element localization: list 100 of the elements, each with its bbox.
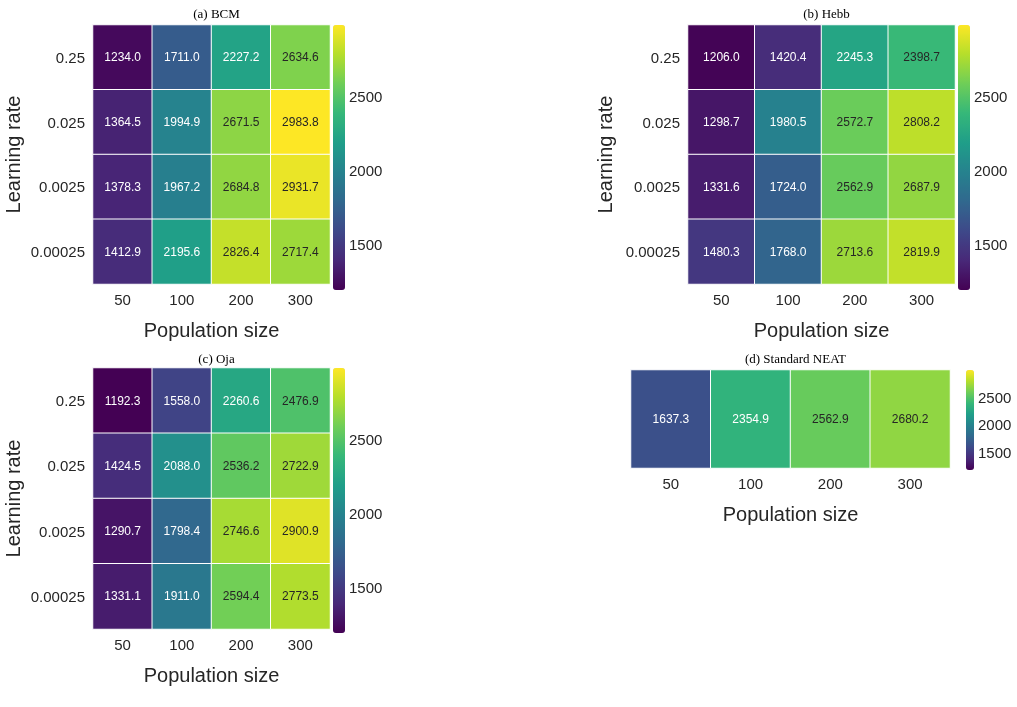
x-tick-label: 200: [228, 291, 254, 308]
x-tick-label: 100: [738, 475, 764, 492]
data-label: 2260.6: [222, 393, 260, 408]
data-label: 1724.0: [769, 179, 807, 194]
x-tick-label: 300: [287, 636, 313, 653]
data-label: 2773.5: [282, 589, 320, 604]
data-label: 1378.3: [104, 179, 142, 194]
x-tick-label: 50: [114, 291, 131, 308]
data-label: 2245.3: [836, 50, 874, 65]
chart-title: (a) BCM: [193, 6, 241, 21]
data-label: 1290.7: [104, 524, 142, 539]
color-bar-label: 2500: [349, 431, 383, 449]
y-tick-label: 0.00025: [30, 243, 85, 261]
x-tick-label: 50: [713, 291, 730, 308]
color-bar-label: 1500: [349, 235, 383, 253]
data-label: 2572.7: [836, 115, 874, 130]
data-label: 2746.6: [222, 524, 260, 539]
data-label: 1424.5: [104, 458, 142, 473]
y-tick-label: 0.0025: [39, 178, 85, 196]
chart-title: (b) Hebb: [803, 6, 850, 21]
x-tick-label: 100: [775, 291, 801, 308]
x-tick-label: 300: [897, 475, 923, 492]
data-label: 2594.4: [222, 589, 260, 604]
x-axis-title: Population size: [753, 319, 890, 341]
color-bar-label: 1500: [978, 444, 1012, 462]
data-label: 1967.2: [163, 179, 201, 194]
y-tick-label: 0.25: [650, 48, 680, 66]
data-label: 2088.0: [163, 458, 201, 473]
y-tick-label: 0.025: [642, 113, 680, 131]
x-axis-title: Population size: [143, 319, 280, 341]
color-bar-label: 2000: [349, 505, 383, 523]
x-tick-label: 50: [114, 636, 131, 653]
data-label: 1331.6: [703, 179, 741, 194]
chart-title: (d) Standard NEAT: [744, 351, 847, 366]
data-label: 1480.3: [703, 244, 741, 259]
data-label: 2634.6: [282, 50, 320, 65]
data-label: 2826.4: [222, 244, 260, 259]
y-tick-label: 0.25: [55, 48, 85, 66]
x-tick-label: 100: [169, 291, 195, 308]
data-label: 1994.9: [163, 115, 201, 130]
color-bar-label: 2500: [978, 388, 1012, 406]
data-label: 2671.5: [222, 115, 260, 130]
data-label: 1911.0: [163, 589, 201, 604]
data-label: 2562.9: [836, 179, 874, 194]
color-bar-label: 2000: [974, 162, 1008, 180]
data-label: 2900.9: [282, 524, 320, 539]
x-tick-label: 300: [909, 291, 935, 308]
data-label: 2195.6: [163, 244, 201, 259]
data-label: 2931.7: [282, 179, 320, 194]
data-label: 2227.2: [222, 50, 260, 65]
data-label: 1980.5: [769, 115, 807, 130]
data-label: 2562.9: [812, 412, 850, 426]
data-label: 1206.0: [703, 50, 741, 65]
y-tick-label: 0.025: [47, 457, 85, 475]
data-label: 1298.7: [703, 115, 741, 130]
data-label: 2819.9: [903, 244, 941, 259]
y-tick-label: 0.0025: [634, 178, 680, 196]
data-label: 1637.3: [652, 412, 690, 426]
data-label: 2680.2: [891, 412, 929, 426]
data-label: 2808.2: [903, 115, 941, 130]
data-label: 2722.9: [282, 458, 320, 473]
y-tick-label: 0.025: [47, 113, 85, 131]
x-tick-label: 300: [287, 291, 313, 308]
x-tick-label: 200: [228, 636, 254, 653]
y-tick-label: 0.00025: [625, 243, 680, 261]
y-tick-label: 0.25: [55, 392, 85, 410]
x-axis-title: Population size: [722, 503, 859, 525]
y-tick-label: 0.00025: [30, 587, 85, 605]
data-label: 2717.4: [282, 244, 320, 259]
data-label: 2476.9: [282, 393, 320, 408]
data-label: 2713.6: [836, 244, 874, 259]
data-label: 2684.8: [222, 179, 260, 194]
data-label: 1420.4: [769, 50, 807, 65]
x-axis-title: Population size: [143, 664, 280, 686]
data-label: 1798.4: [163, 524, 201, 539]
data-label: 2687.9: [903, 179, 941, 194]
x-tick-label: 50: [662, 475, 680, 492]
y-axis-title: Learning rate: [2, 95, 24, 214]
x-tick-label: 200: [817, 475, 843, 492]
data-label: 1711.0: [163, 50, 201, 65]
color-bar-label: 1500: [349, 578, 383, 596]
chart-title: (c) Oja: [198, 351, 235, 366]
data-label: 2354.9: [732, 412, 770, 426]
data-label: 2983.8: [282, 115, 320, 130]
data-label: 1768.0: [769, 244, 807, 259]
y-axis-title: Learning rate: [593, 95, 616, 214]
color-bar-label: 2500: [974, 88, 1008, 106]
data-label: 2398.7: [903, 50, 941, 65]
y-axis-title: Learning rate: [2, 439, 24, 558]
data-label: 1192.3: [104, 393, 141, 408]
data-label: 1412.9: [104, 244, 142, 259]
color-bar-label: 1500: [974, 235, 1008, 253]
data-label: 2536.2: [222, 458, 260, 473]
color-bar-label: 2000: [349, 162, 383, 180]
x-tick-label: 200: [842, 291, 868, 308]
data-label: 1331.1: [104, 589, 142, 604]
x-tick-label: 100: [169, 636, 195, 653]
color-bar-label: 2500: [349, 88, 383, 106]
y-tick-label: 0.0025: [39, 522, 85, 540]
color-bar-label: 2000: [978, 416, 1012, 434]
